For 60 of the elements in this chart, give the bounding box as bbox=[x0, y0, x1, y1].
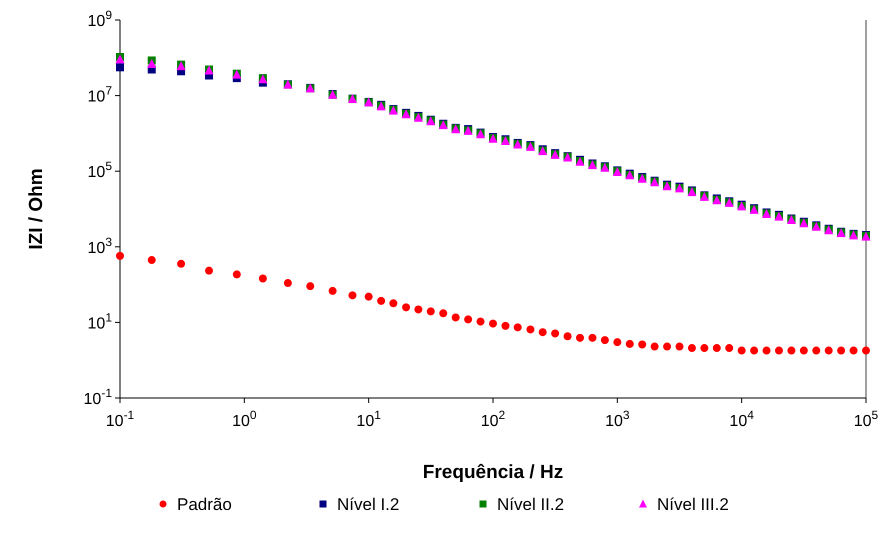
point bbox=[812, 346, 820, 355]
y-tick-label: 10$^{-1}$ bbox=[84, 386, 112, 408]
point bbox=[787, 346, 796, 355]
legend-label: Padrão bbox=[177, 495, 232, 514]
point bbox=[564, 332, 572, 340]
point bbox=[588, 334, 596, 342]
point bbox=[414, 305, 422, 314]
x-tick-label: 10$^{3}$ bbox=[605, 408, 630, 430]
y-tick-label: 10$^{1}$ bbox=[88, 310, 112, 332]
y-axis-title: IZI / Ohm bbox=[26, 168, 47, 250]
point bbox=[626, 340, 634, 348]
point bbox=[389, 299, 398, 308]
point bbox=[613, 338, 622, 346]
point bbox=[476, 318, 485, 326]
point bbox=[402, 303, 410, 312]
point bbox=[800, 346, 808, 355]
point bbox=[377, 296, 386, 305]
point bbox=[675, 342, 684, 351]
point bbox=[700, 344, 708, 352]
x-tick-label: 10$^{0}$ bbox=[232, 408, 257, 430]
x-tick-label: 10$^{-1}$ bbox=[106, 408, 135, 430]
y-tick-label: 10$^{3}$ bbox=[88, 234, 112, 257]
x-axis-title: Frequência / Hz bbox=[422, 462, 564, 483]
point bbox=[600, 336, 609, 344]
point bbox=[850, 346, 858, 355]
y-tick-label: 10$^{7}$ bbox=[88, 84, 112, 106]
point bbox=[837, 346, 846, 355]
point bbox=[501, 322, 510, 330]
y-tick-label: 10$^{5}$ bbox=[88, 159, 112, 182]
point bbox=[774, 346, 783, 355]
point bbox=[663, 342, 672, 351]
point bbox=[824, 346, 833, 355]
legend-label: Nível III.2 bbox=[657, 495, 729, 514]
y-tick-label: 10$^{9}$ bbox=[88, 8, 112, 30]
point bbox=[638, 340, 646, 349]
point bbox=[514, 323, 522, 332]
point bbox=[426, 307, 435, 316]
point bbox=[364, 292, 373, 301]
point bbox=[862, 346, 870, 355]
point bbox=[750, 346, 758, 355]
point bbox=[712, 344, 721, 352]
point bbox=[464, 315, 472, 324]
point bbox=[650, 342, 659, 351]
point bbox=[762, 346, 771, 355]
point bbox=[551, 329, 560, 338]
point bbox=[489, 320, 497, 328]
legend-label: Nível II.2 bbox=[497, 495, 564, 514]
point bbox=[688, 344, 696, 352]
x-tick-label: 10$^{1}$ bbox=[356, 408, 382, 430]
point bbox=[439, 309, 448, 318]
point bbox=[452, 313, 460, 322]
point bbox=[538, 328, 547, 336]
legend-label: Nível I.2 bbox=[337, 495, 400, 514]
x-tick-label: 10$^{2}$ bbox=[480, 408, 506, 430]
point bbox=[738, 346, 746, 355]
point bbox=[576, 334, 584, 342]
x-tick-label: 10$^{4}$ bbox=[729, 408, 754, 430]
x-tick-label: 10$^{5}$ bbox=[854, 408, 879, 430]
point bbox=[526, 325, 534, 334]
point bbox=[725, 344, 734, 352]
